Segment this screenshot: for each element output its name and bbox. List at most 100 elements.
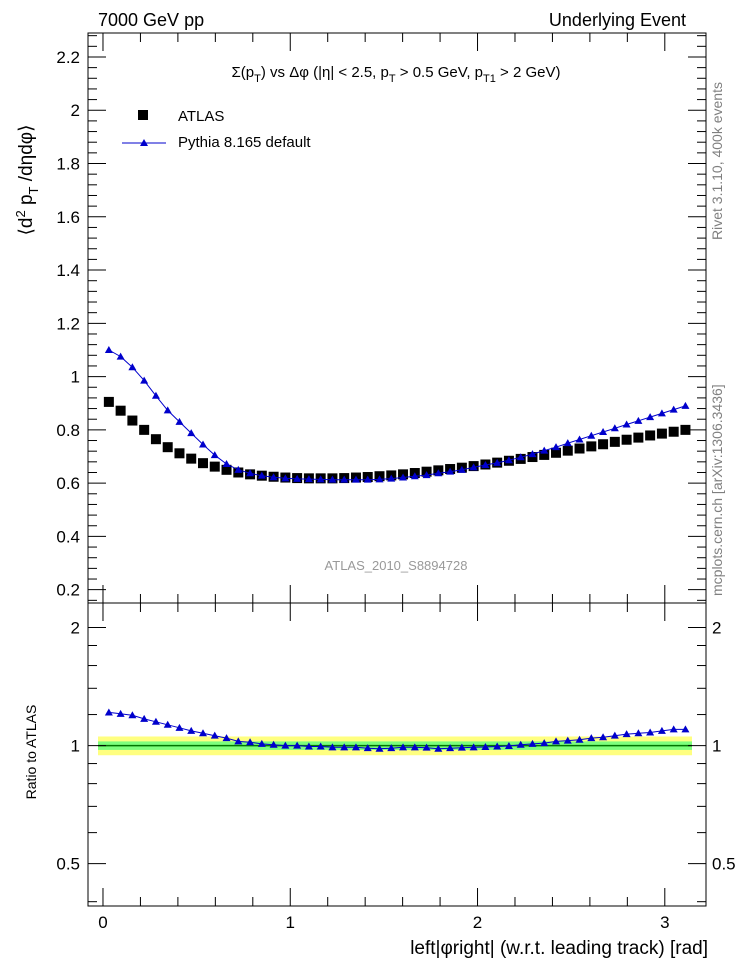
atlas-data-point (186, 453, 197, 464)
ratio-data-point (493, 742, 502, 750)
atlas-data-point (198, 458, 209, 469)
ratio-data-point (328, 743, 337, 751)
main-plot-title: Σ(pT) vs Δφ (|η| < 2.5, pT > 0.5 GeV, pT… (232, 64, 561, 85)
main-y-tick-label: 2.2 (56, 48, 80, 67)
atlas-data-point (633, 432, 644, 443)
main-y-tick-label: 1.8 (56, 155, 80, 174)
pythia-data-point (669, 405, 678, 413)
atlas-data-point (115, 405, 126, 416)
atlas-data-point (221, 464, 232, 475)
ratio-data-point (104, 708, 113, 716)
pythia-data-point (163, 406, 172, 414)
pythia-data-point (587, 431, 596, 439)
ratio-data-point (340, 743, 349, 751)
ratio-data-point (563, 736, 572, 744)
main-y-tick-label: 2 (71, 101, 80, 120)
ratio-data-point (516, 740, 525, 748)
pythia-data-point (234, 465, 243, 473)
ratio-y-tick-label: 0.5 (56, 855, 80, 874)
pythia-data-point (269, 473, 278, 481)
atlas-data-point (562, 445, 573, 456)
analysis-id-label: ATLAS_2010_S8894728 (325, 558, 468, 573)
ratio-data-point (210, 731, 219, 739)
ratio-data-point (540, 739, 549, 747)
ratio-data-point (246, 738, 255, 746)
pythia-data-point (504, 456, 513, 464)
ratio-data-point (151, 717, 160, 725)
ratio-data-point (587, 734, 596, 742)
pythia-data-point (575, 435, 584, 443)
ratio-data-point (610, 731, 619, 739)
pythia-data-point (599, 428, 608, 435)
x-tick-label: 0 (98, 913, 107, 932)
pythia-data-point (446, 467, 455, 475)
ratio-data-point (669, 725, 678, 733)
ratio-data-point (281, 741, 290, 749)
ratio-y-tick-label-right: 2 (712, 619, 721, 638)
ratio-data-point (481, 742, 490, 750)
legend-pythia-marker (140, 139, 148, 146)
ratio-data-point (657, 726, 666, 734)
ratio-data-point (128, 711, 137, 719)
x-tick-label: 1 (286, 913, 295, 932)
pythia-data-point (210, 451, 219, 459)
ratio-data-point (575, 735, 584, 743)
ratio-data-point (293, 741, 302, 749)
ratio-data-point (504, 741, 513, 749)
ratio-data-point (269, 740, 278, 748)
x-tick-label: 2 (473, 913, 482, 932)
x-axis-label: left|φright| (w.r.t. leading track) [rad… (410, 938, 708, 959)
pythia-data-point (552, 443, 561, 451)
pythia-data-point (351, 475, 360, 483)
rivet-version-label: Rivet 3.1.10, 400k events (709, 82, 725, 240)
atlas-data-point (609, 436, 620, 447)
ratio-data-point (446, 744, 455, 752)
pythia-data-point (340, 475, 349, 483)
ratio-data-point (116, 709, 125, 717)
pythia-data-point (646, 413, 655, 421)
pythia-data-point (422, 471, 431, 479)
atlas-data-point (127, 415, 138, 426)
main-y-axis-label: ⟨d2 pT /dηdφ⟩ (13, 124, 41, 235)
ratio-data-point (410, 743, 419, 751)
pythia-data-point (481, 461, 490, 469)
ratio-data-point (351, 743, 360, 751)
pythia-data-point (304, 475, 313, 483)
pythia-data-point (410, 472, 419, 480)
pythia-data-point (222, 459, 231, 467)
ratio-y-axis-label: Ratio to ATLAS (23, 705, 39, 800)
axis-ticks: 0.2 0.4 0.6 0.8 1 1.2 1.4 1.6 1.8 2 2.2 0 1 2 3 0.5 0.5 1… (56, 33, 736, 932)
ratio-data-point (222, 734, 231, 742)
atlas-data-point (162, 442, 173, 453)
ratio-data-point (387, 744, 396, 752)
ratio-data-point (399, 743, 408, 751)
ratio-y-tick-label: 2 (71, 619, 80, 638)
pythia-data-point (293, 474, 302, 482)
ratio-data-point (469, 743, 478, 751)
pythia-data-point (246, 469, 255, 477)
pythia-data-point (540, 446, 549, 454)
ratio-data-point (634, 729, 643, 737)
ratio-series-group (104, 708, 690, 752)
pythia-data-point (175, 417, 184, 425)
pythia-data-point (434, 469, 443, 477)
pythia-data-point (151, 391, 160, 399)
process-label: Underlying Event (549, 10, 686, 30)
pythia-data-point (328, 475, 337, 483)
pythia-data-point (116, 352, 125, 360)
ratio-data-point (257, 739, 266, 747)
ratio-data-point (316, 742, 325, 750)
ratio-data-point (234, 737, 243, 745)
pythia-data-point (610, 424, 619, 432)
mcplots-label: mcplots.cern.ch [arXiv:1306.3436] (709, 384, 725, 596)
ratio-y-tick-label-right: 1 (712, 737, 721, 756)
pythia-data-point (316, 475, 325, 483)
main-y-tick-label: 1.6 (56, 208, 80, 227)
pythia-data-point (657, 409, 666, 417)
pythia-data-point (187, 429, 196, 437)
atlas-data-point (598, 439, 609, 450)
ratio-y-tick-label: 1 (71, 737, 80, 756)
pythia-data-point (493, 458, 502, 466)
x-tick-label: 3 (660, 913, 669, 932)
